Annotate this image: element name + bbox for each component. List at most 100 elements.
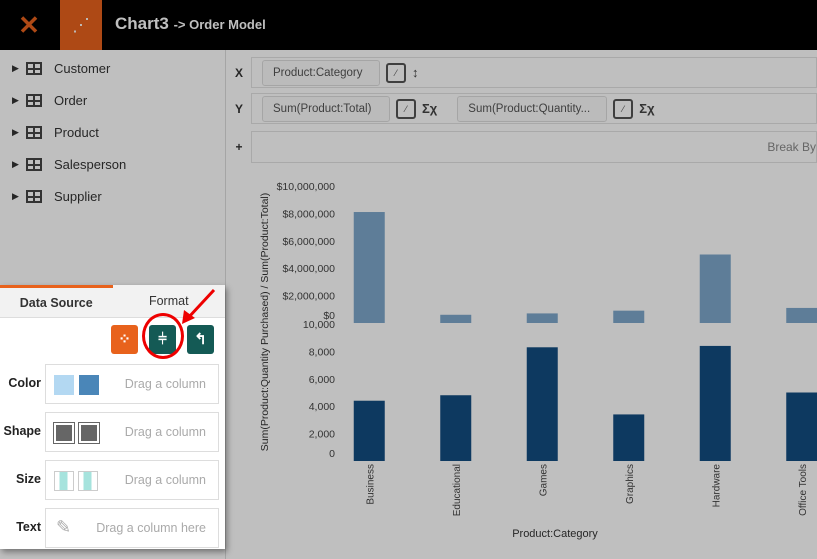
tree-item-order[interactable]: ▶ Order bbox=[0, 84, 225, 116]
y-tick-label: $6,000,000 bbox=[282, 236, 335, 248]
expand-icon[interactable]: ▶ bbox=[12, 62, 19, 73]
binding-panel: Data Source Format ⁘ ⫩ ↰ Color Drag a co… bbox=[0, 285, 225, 549]
size-drop-zone[interactable]: Drag a column bbox=[45, 460, 219, 500]
bar-0-business bbox=[353, 212, 385, 323]
model-name: -> Order Model bbox=[173, 17, 266, 32]
expand-icon[interactable]: ▶ bbox=[12, 94, 19, 105]
x-field-pill[interactable]: Product:Category bbox=[262, 59, 380, 86]
swap-axes-icon[interactable]: ↰ bbox=[187, 325, 214, 354]
x-tick-label: Business bbox=[365, 464, 376, 505]
table-icon bbox=[26, 157, 42, 171]
size-binding: Size Drag a column bbox=[0, 460, 225, 500]
tree-item-label: Product bbox=[54, 124, 99, 140]
bar-1-business bbox=[353, 400, 385, 461]
bar-1-educational bbox=[440, 395, 472, 461]
y-field-pill[interactable]: Sum(Product:Quantity... bbox=[457, 95, 608, 122]
color-drop-zone[interactable]: Drag a column bbox=[45, 364, 219, 404]
color-label: Color bbox=[8, 376, 41, 390]
y-tick-label: $10,000,000 bbox=[277, 181, 336, 193]
y-tick-label: 10,000 bbox=[303, 319, 335, 331]
tree-item-product[interactable]: ▶ Product bbox=[0, 116, 225, 148]
y-tick-label: 0 bbox=[329, 448, 335, 460]
table-icon bbox=[26, 61, 42, 75]
y-tick-label: 6,000 bbox=[309, 374, 335, 386]
color-swatch[interactable] bbox=[54, 375, 74, 395]
text-hint: Drag a column here bbox=[96, 521, 206, 535]
tree-item-label: Supplier bbox=[54, 188, 102, 204]
expand-icon[interactable]: ▶ bbox=[12, 190, 19, 201]
shape-hint: Drag a column bbox=[124, 425, 206, 439]
tree-item-salesperson[interactable]: ▶ Salesperson bbox=[0, 148, 225, 180]
text-binding: Text ✎ Drag a column here bbox=[0, 508, 225, 548]
sort-icon[interactable]: ↕ bbox=[412, 65, 419, 80]
table-icon bbox=[26, 125, 42, 139]
x-tick-label: Educational bbox=[452, 464, 463, 516]
chart-type-icon[interactable]: ⁘ bbox=[111, 325, 138, 354]
y-shelf-label: Y bbox=[234, 101, 243, 116]
size-swatch[interactable] bbox=[78, 471, 98, 491]
y-field-pill[interactable]: Sum(Product:Total) bbox=[262, 95, 390, 122]
size-swatch[interactable] bbox=[54, 471, 74, 491]
y-axis-title: Sum(Product:Quantity Purchased) / Sum(Pr… bbox=[259, 193, 271, 452]
x-tick-label: Office Tools bbox=[798, 464, 809, 516]
tree-item-customer[interactable]: ▶ Customer bbox=[0, 52, 225, 84]
y-tick-label: $4,000,000 bbox=[282, 263, 335, 275]
y-tick-label: $0 bbox=[323, 310, 335, 322]
bar-1-games bbox=[526, 347, 558, 461]
bar-0-graphics bbox=[613, 310, 645, 323]
tree-item-supplier[interactable]: ▶ Supplier bbox=[0, 180, 225, 212]
aggregate-icon[interactable]: Σχ bbox=[422, 101, 438, 116]
color-binding: Color Drag a column bbox=[0, 364, 225, 404]
y-tick-label: 4,000 bbox=[309, 401, 335, 413]
table-icon bbox=[26, 93, 42, 107]
x-shelf: X Product:Category ⁄ ↕ bbox=[227, 55, 817, 90]
bar-1-office-tools bbox=[786, 392, 817, 461]
shape-drop-zone[interactable]: Drag a column bbox=[45, 412, 219, 452]
shape-swatch[interactable] bbox=[53, 422, 75, 444]
y-drop-zone[interactable]: Sum(Product:Total) ⁄ Σχ Sum(Product:Quan… bbox=[251, 93, 817, 124]
shape-swatch[interactable] bbox=[78, 422, 100, 444]
tools-icon[interactable]: ✕ bbox=[18, 10, 40, 40]
y-tick-label: $2,000,000 bbox=[282, 291, 335, 303]
bar-0-office-tools bbox=[786, 307, 817, 323]
expand-icon[interactable]: ▶ bbox=[12, 126, 19, 137]
x-tick-label: Graphics bbox=[625, 464, 636, 504]
tab-format[interactable]: Format bbox=[148, 294, 189, 308]
pencil-icon: ✎ bbox=[56, 517, 72, 537]
shape-label: Shape bbox=[3, 424, 41, 438]
size-label: Size bbox=[15, 472, 41, 486]
breakby-placeholder: Break By bbox=[767, 140, 816, 154]
highlight-circle bbox=[142, 313, 184, 359]
tree-item-label: Salesperson bbox=[54, 156, 127, 172]
tree-item-label: Customer bbox=[54, 60, 111, 76]
page-title: Chart3 -> Order Model bbox=[115, 14, 266, 34]
field-options-icon[interactable]: ⁄ bbox=[396, 98, 416, 119]
chart-icon[interactable]: ⋰ bbox=[60, 0, 102, 50]
bar-0-educational bbox=[440, 314, 472, 323]
color-hint: Drag a column bbox=[124, 377, 206, 391]
y-tick-label: 8,000 bbox=[309, 346, 335, 358]
y-tick-label: $8,000,000 bbox=[282, 208, 335, 220]
expand-icon[interactable]: ▶ bbox=[12, 158, 19, 169]
bar-0-hardware bbox=[699, 254, 731, 323]
chart-name: Chart3 bbox=[115, 14, 169, 33]
x-tick-label: Hardware bbox=[711, 464, 722, 508]
bar-1-hardware bbox=[699, 345, 731, 461]
tree-item-label: Order bbox=[54, 92, 88, 108]
field-options-icon[interactable]: ⁄ bbox=[613, 98, 634, 119]
size-hint: Drag a column bbox=[124, 473, 206, 487]
color-swatch[interactable] bbox=[79, 375, 99, 395]
tab-data-source[interactable]: Data Source bbox=[0, 285, 113, 317]
x-shelf-label: X bbox=[234, 65, 243, 80]
y-shelf: Y Sum(Product:Total) ⁄ Σχ Sum(Product:Qu… bbox=[227, 91, 817, 126]
field-options-icon[interactable]: ⁄ bbox=[386, 62, 406, 83]
x-drop-zone[interactable]: Product:Category ⁄ ↕ bbox=[251, 57, 817, 88]
y-tick-label: 2,000 bbox=[309, 429, 335, 441]
aggregate-icon[interactable]: Σχ bbox=[639, 101, 655, 116]
add-shelf-icon[interactable]: + bbox=[235, 140, 243, 154]
bar-1-graphics bbox=[613, 414, 645, 461]
app-header: ✕ ⋰ Chart3 -> Order Model bbox=[0, 0, 817, 50]
text-drop-zone[interactable]: ✎ Drag a column here bbox=[45, 508, 219, 548]
